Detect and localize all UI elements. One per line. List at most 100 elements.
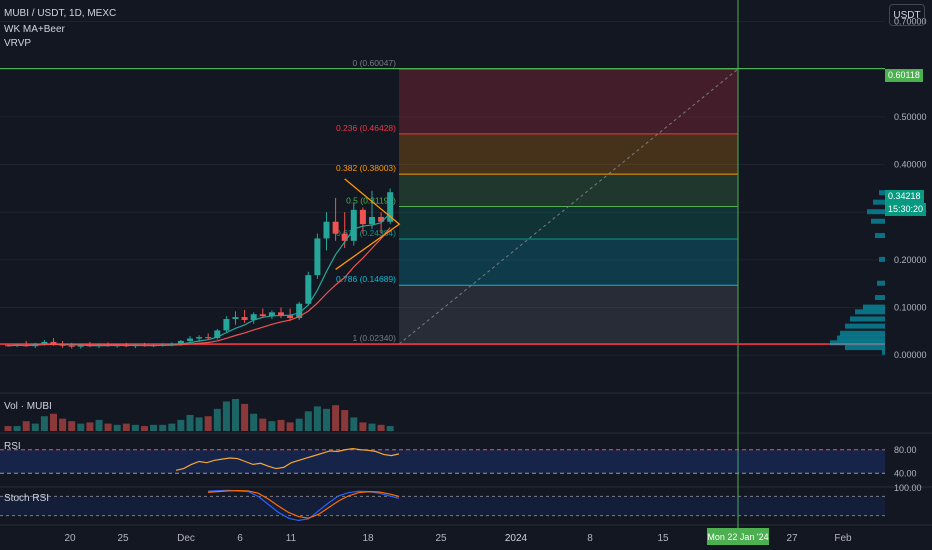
volume-bar <box>31 423 39 431</box>
volume-bar <box>4 426 12 431</box>
volume-bar <box>40 416 48 431</box>
symbol-title: MUBI / USDT, 1D, MEXC <box>4 8 117 19</box>
fib-zone <box>399 174 738 207</box>
volume-profile-bar <box>855 309 885 315</box>
volume-bar <box>122 423 130 431</box>
candle <box>5 345 11 347</box>
x-tick-label: 2024 <box>505 533 528 544</box>
volume-bar <box>195 417 203 431</box>
rsi-tick-label: 80.00 <box>894 445 917 455</box>
fib-trend-line <box>398 68 739 345</box>
x-tick-label: 11 <box>286 533 297 544</box>
volume-bar <box>68 421 76 431</box>
volume-bar <box>332 405 340 431</box>
candle <box>241 317 248 320</box>
volume-bar <box>295 418 303 431</box>
stoch-band <box>0 496 885 516</box>
volume-bar <box>22 421 30 431</box>
volume-profile-bar <box>867 209 885 215</box>
volume-bar <box>204 416 212 431</box>
y-tick-label: 0.20000 <box>894 255 927 265</box>
candle <box>369 216 375 225</box>
candle <box>323 221 330 239</box>
volume-bar <box>95 419 103 431</box>
volume-bar <box>113 424 121 431</box>
x-tick-label: Dec <box>177 533 195 544</box>
volume-bar <box>86 422 94 431</box>
volume-pane-label: Vol · MUBI <box>4 401 52 412</box>
x-tick-label: 25 <box>117 533 129 544</box>
volume-bar <box>341 410 349 431</box>
candle <box>177 340 184 344</box>
x-tick-label: 6 <box>237 533 243 544</box>
volume-profile-bar <box>879 256 885 262</box>
volume-profile-bar <box>863 304 885 310</box>
candle <box>287 315 294 319</box>
volume-bar <box>213 408 221 431</box>
indicator-vrvp[interactable]: VRVP <box>4 38 32 49</box>
volume-bar <box>304 411 312 431</box>
volume-bar <box>131 424 139 431</box>
fib-level-label: 0.786 (0.14689) <box>336 274 396 284</box>
moving-average-line <box>7 227 391 347</box>
volume-profile-bar <box>837 335 885 341</box>
candle <box>305 275 312 304</box>
candle <box>359 209 366 225</box>
fib-level-label: 1 (0.02340) <box>353 333 397 343</box>
volume-bar <box>50 413 57 431</box>
candle <box>278 312 284 316</box>
candle <box>214 330 221 339</box>
volume-bar <box>259 418 267 431</box>
volume-bar <box>286 422 294 431</box>
volume-profile-bar <box>850 316 885 322</box>
x-tick-label: 18 <box>362 533 374 544</box>
fib-level-label: 0.618 (0.24384) <box>336 228 396 238</box>
fib-zone <box>399 285 738 345</box>
volume-profile-bar <box>875 233 885 239</box>
y-tick-label: 0.70000 <box>894 17 927 27</box>
candle <box>77 345 84 347</box>
fib-zone <box>399 68 738 134</box>
candle <box>314 238 321 276</box>
fib-zone <box>399 206 738 239</box>
candle <box>223 319 230 331</box>
y-tick-label: 0.50000 <box>894 112 927 122</box>
volume-bar <box>177 419 185 431</box>
fib-level-label: 0.236 (0.46428) <box>336 123 396 133</box>
y-tick-label: 0.10000 <box>894 303 927 313</box>
candle <box>259 314 266 317</box>
volume-profile-bar <box>845 323 885 329</box>
candle <box>332 221 339 234</box>
triangle-pattern <box>335 178 401 270</box>
volume-bar <box>377 424 385 431</box>
volume-bar <box>222 401 230 431</box>
currency-button[interactable]: USDT <box>889 4 925 26</box>
candle <box>268 312 275 317</box>
x-cursor-date-label: Mon 22 Jan '24 <box>707 532 768 542</box>
volume-profile-bar <box>830 340 885 346</box>
volume-bar <box>168 423 176 431</box>
candle <box>205 337 212 339</box>
x-tick-label: 27 <box>786 533 798 544</box>
x-tick-label: 8 <box>587 533 593 544</box>
countdown-tag: 15:30:20 <box>885 203 927 216</box>
last-price-tag: 0.34218 <box>885 190 924 203</box>
stoch-d-line <box>207 490 400 519</box>
volume-profile-bar <box>871 218 885 224</box>
x-tick-label: 25 <box>435 533 447 544</box>
volume-bar <box>386 426 394 431</box>
volume-profile-bar <box>845 345 885 351</box>
volume-bar <box>313 406 321 431</box>
indicator-wk-ma-beer[interactable]: WK MA+Beer <box>4 24 65 35</box>
fib-level-label: 0 (0.60047) <box>353 58 397 68</box>
volume-profile-bar <box>873 199 885 205</box>
x-cursor-date-box <box>707 528 769 545</box>
fib-top-price-tag: 0.60118 <box>885 69 923 82</box>
volume-bar <box>104 423 112 431</box>
volume-bar <box>77 423 85 431</box>
volume-bar <box>150 424 158 431</box>
volume-bar <box>268 421 276 431</box>
volume-bar <box>59 418 67 431</box>
fib-zone <box>399 133 738 175</box>
